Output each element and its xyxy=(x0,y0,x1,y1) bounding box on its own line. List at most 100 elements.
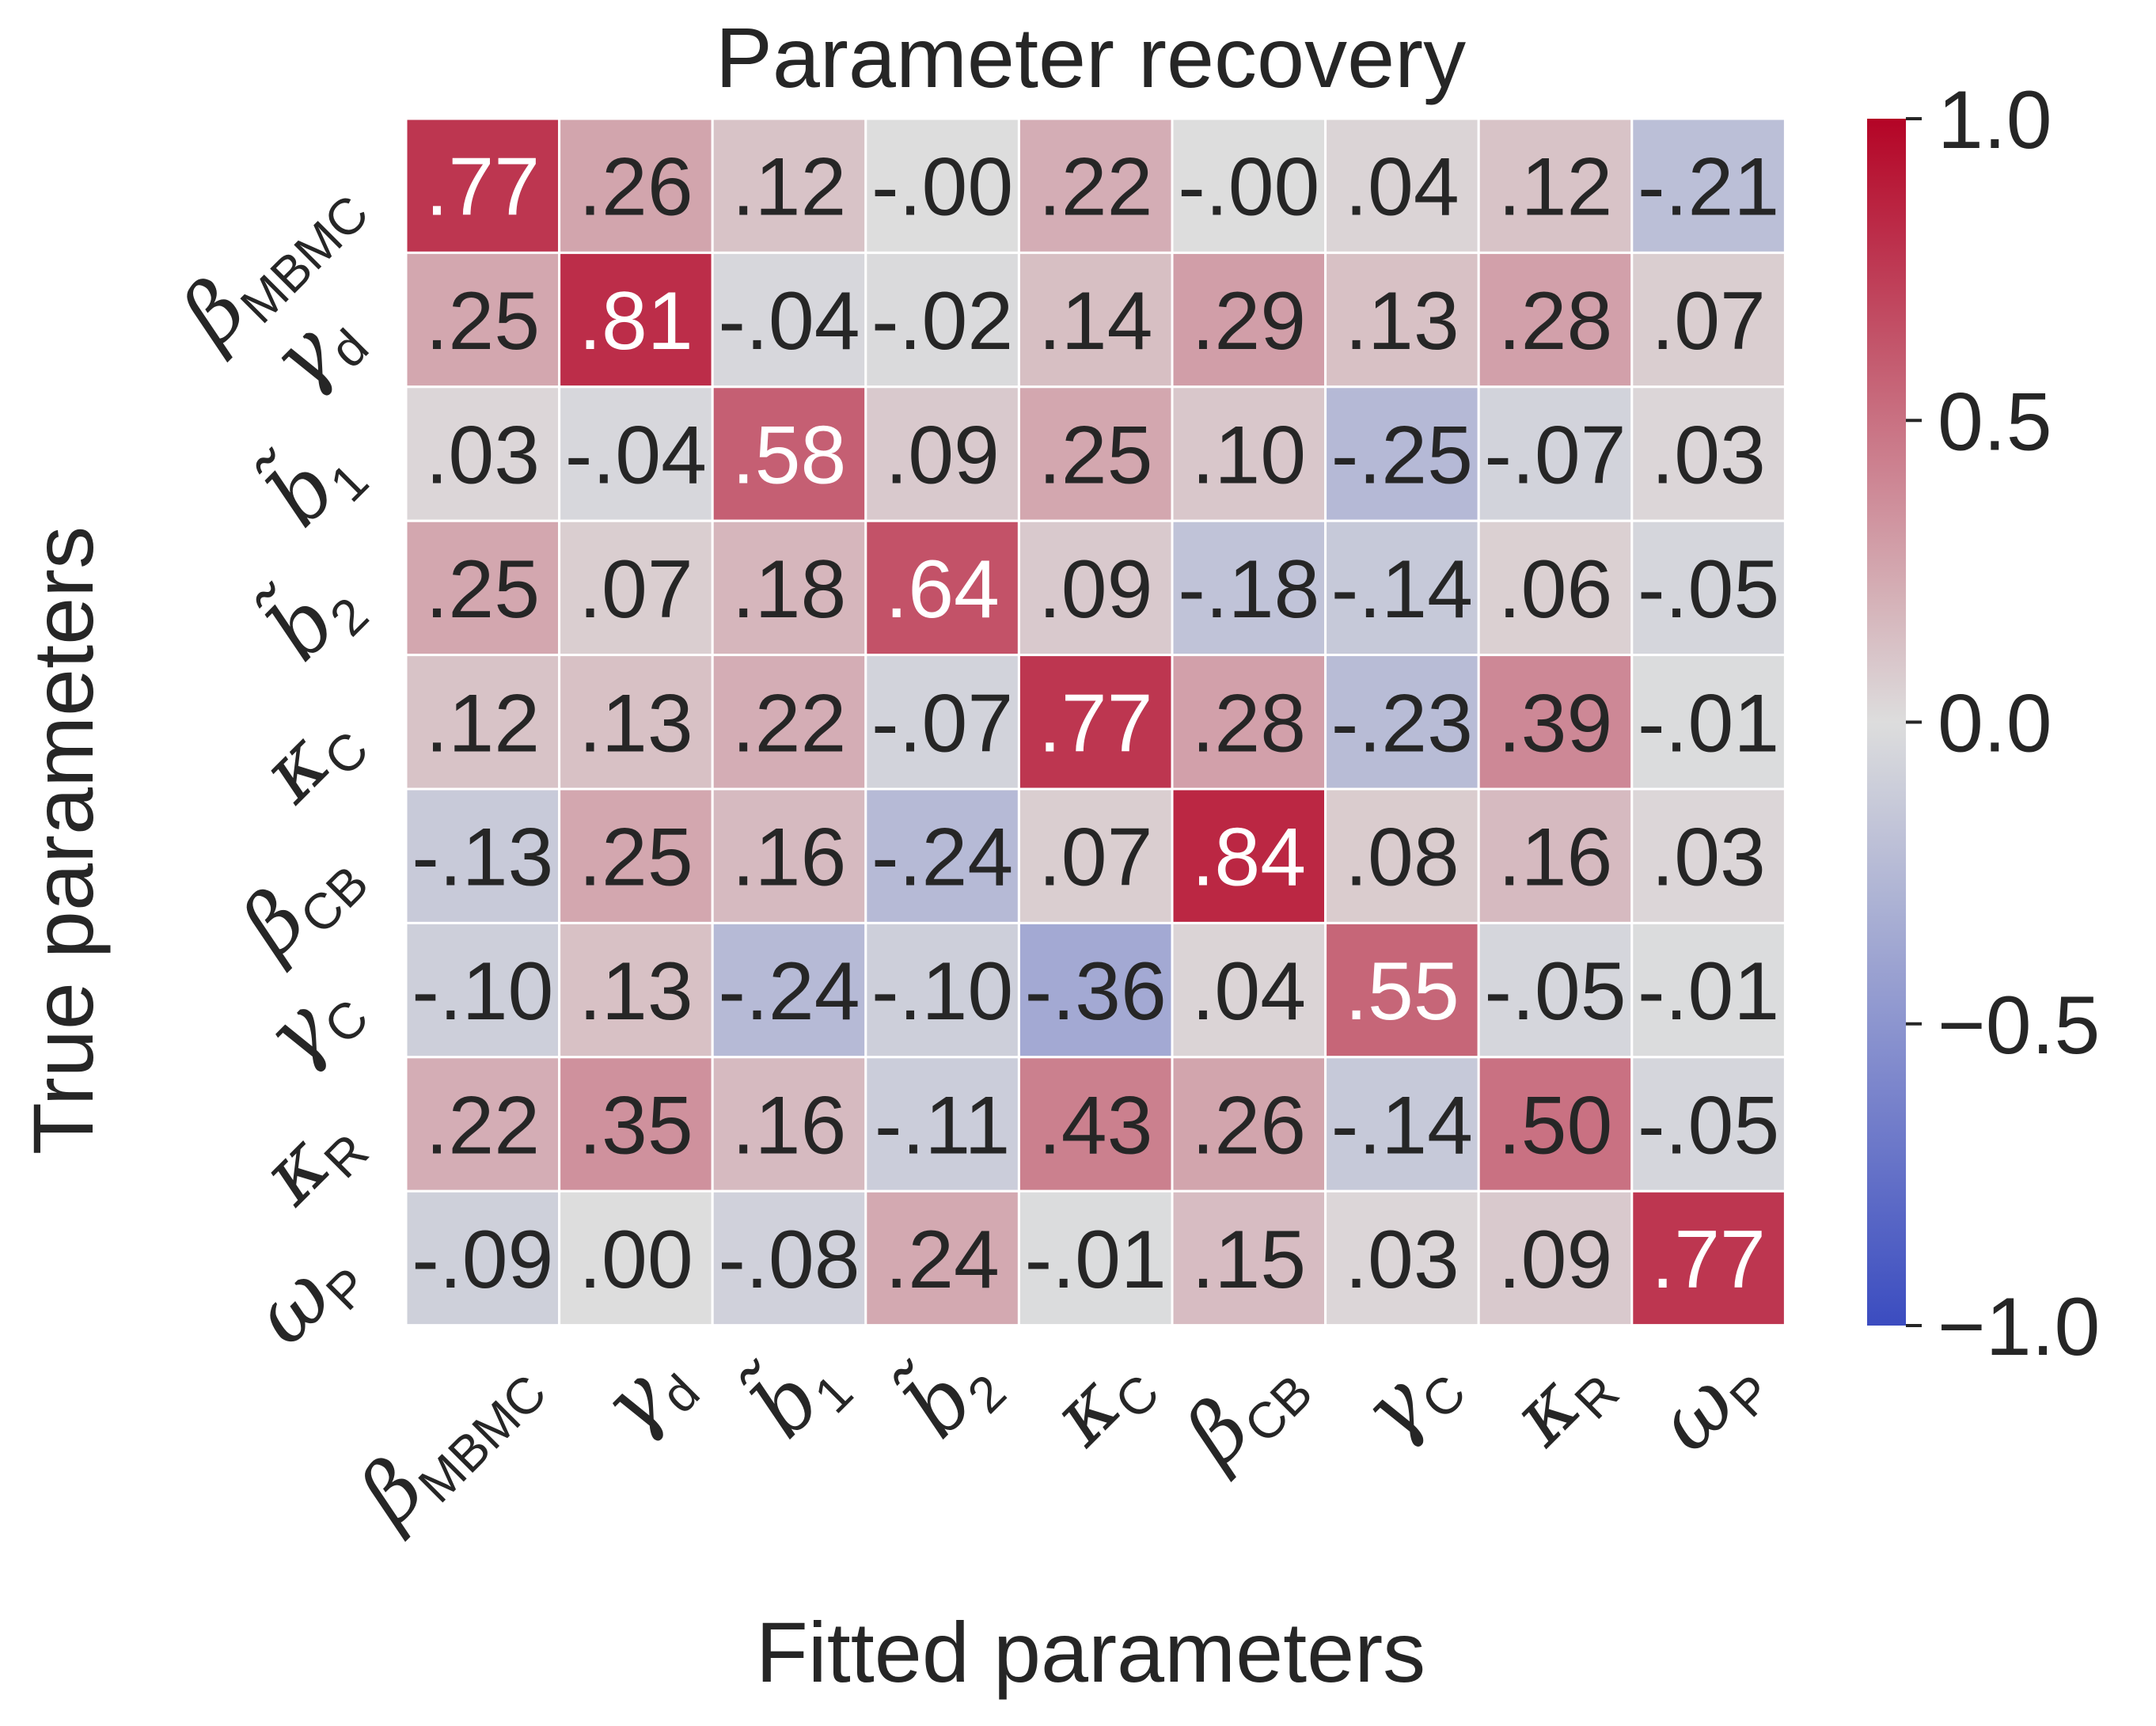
heatmap-cell xyxy=(404,1189,561,1327)
y-tick-label: βCB xyxy=(220,821,379,981)
cell-value-label: -.18 xyxy=(1178,544,1319,635)
cell-value-label: -.11 xyxy=(875,1080,1011,1172)
heatmap-cell xyxy=(558,519,714,657)
heatmap-cell xyxy=(864,654,1020,791)
heatmap-cell xyxy=(558,787,714,924)
x-axis-label: Fitted parameters xyxy=(756,1604,1425,1700)
cell-value-label: -.04 xyxy=(565,410,707,502)
cell-value-label: -.07 xyxy=(871,677,1013,769)
cell-value-label: .22 xyxy=(1038,142,1153,233)
cell-value-label: -.01 xyxy=(1025,1214,1167,1306)
y-axis-label: True parameters xyxy=(15,526,111,1155)
cell-value-label: .13 xyxy=(579,677,693,769)
cell-value-label: -.00 xyxy=(871,142,1013,233)
cell-value-label: .16 xyxy=(1498,812,1613,904)
heatmap-cell xyxy=(1477,117,1634,254)
heatmap-cell xyxy=(711,1189,867,1327)
cell-value-label: .28 xyxy=(1192,677,1307,769)
cell-value-label: .77 xyxy=(1651,1214,1766,1306)
y-tick-label: κC xyxy=(241,688,379,825)
cell-value-label: .25 xyxy=(1038,410,1153,502)
colorbar-tick-label: 1.0 xyxy=(1938,74,2052,166)
cell-value-label: -.14 xyxy=(1331,544,1473,635)
heatmap-cell xyxy=(404,117,561,254)
cell-value-label: -.21 xyxy=(1638,142,1779,233)
heatmap-cell xyxy=(711,1056,867,1193)
cell-value-label: -.10 xyxy=(871,946,1013,1037)
cell-value-label: .04 xyxy=(1192,946,1307,1037)
heatmap-cell xyxy=(1630,787,1786,924)
cell-value-label: -.05 xyxy=(1484,946,1626,1037)
cell-value-label: .07 xyxy=(579,544,693,635)
cell-value-label: -.07 xyxy=(1484,410,1626,502)
heatmap-cell xyxy=(711,654,867,791)
heatmap-cell xyxy=(711,117,867,254)
heatmap-cell xyxy=(1630,519,1786,657)
heatmap-cell xyxy=(404,787,561,924)
cell-value-label: -.13 xyxy=(412,812,553,904)
heatmap-cell xyxy=(1324,654,1480,791)
heatmap-cell xyxy=(1171,1056,1327,1193)
y-tick-label: κR xyxy=(241,1090,379,1227)
y-tick-label: ωP xyxy=(234,1223,379,1368)
cell-value-label: .07 xyxy=(1038,812,1153,904)
cell-value-label: -.08 xyxy=(718,1214,860,1306)
heatmap-cell xyxy=(1324,1189,1480,1327)
heatmap-cell xyxy=(864,519,1020,657)
heatmap-cell xyxy=(558,385,714,522)
heatmap-cell xyxy=(711,787,867,924)
cell-value-label: .07 xyxy=(1651,275,1766,367)
x-tick-label: γd xyxy=(583,1330,711,1459)
colorbar-ticks: 1.0 0.5 0.0 −0.5 −1.0 xyxy=(1906,74,2100,1373)
x-tick-label: γC xyxy=(1342,1330,1476,1464)
cell-value-label: .25 xyxy=(426,544,541,635)
cell-value-label: .43 xyxy=(1038,1080,1153,1172)
x-tick-label: βCB xyxy=(1164,1330,1323,1489)
heatmap-cell xyxy=(1017,385,1174,522)
heatmap-cell xyxy=(404,921,561,1059)
cell-value-label: .06 xyxy=(1498,544,1613,635)
heatmap-cell xyxy=(558,921,714,1059)
heatmap-cell xyxy=(558,1189,714,1327)
heatmap-cell xyxy=(1324,1056,1480,1193)
cell-value-label: .35 xyxy=(579,1080,693,1172)
heatmap-cell xyxy=(1017,251,1174,389)
heatmap-cell xyxy=(404,1056,561,1193)
cell-value-label: .13 xyxy=(579,946,693,1037)
cell-value-label: .16 xyxy=(732,812,847,904)
cell-value-label: -.04 xyxy=(718,275,860,367)
cell-value-label: -.00 xyxy=(1178,142,1319,233)
cell-value-label: .25 xyxy=(579,812,693,904)
x-tick-label: βMBMC xyxy=(339,1330,557,1549)
heatmap-cell xyxy=(404,654,561,791)
heatmap-cell xyxy=(1171,1189,1327,1327)
cell-value-label: .14 xyxy=(1038,275,1153,367)
cell-value-label: .22 xyxy=(426,1080,541,1172)
heatmap-cell xyxy=(1324,385,1480,522)
cell-value-label: .24 xyxy=(885,1214,1000,1306)
cell-value-label: -.01 xyxy=(1638,946,1779,1037)
heatmap-cell xyxy=(1171,117,1327,254)
cell-value-label: .64 xyxy=(885,544,1000,635)
cell-value-label: .10 xyxy=(1192,410,1307,502)
cell-value-label: -.14 xyxy=(1331,1080,1473,1172)
cell-value-label: .04 xyxy=(1345,142,1459,233)
heatmap-cell xyxy=(1477,787,1634,924)
cell-value-label: .03 xyxy=(426,410,541,502)
colorbar-tick-label: −1.0 xyxy=(1938,1281,2100,1373)
cell-value-label: .03 xyxy=(1651,410,1766,502)
colorbar-tick-label: −0.5 xyxy=(1938,980,2100,1072)
x-tick-label: b̃2 xyxy=(882,1326,1016,1461)
cell-value-label: .26 xyxy=(579,142,693,233)
heatmap-cell xyxy=(1630,1056,1786,1193)
heatmap-cell xyxy=(711,385,867,522)
chart-title: Parameter recovery xyxy=(716,9,1466,105)
cell-value-label: .03 xyxy=(1345,1214,1459,1306)
cell-value-label: .12 xyxy=(732,142,847,233)
cell-value-label: -.24 xyxy=(871,812,1013,904)
cell-value-label: .84 xyxy=(1192,812,1307,904)
heatmap-cell xyxy=(404,251,561,389)
cell-value-label: .58 xyxy=(732,410,847,502)
heatmap-cell xyxy=(1630,251,1786,389)
